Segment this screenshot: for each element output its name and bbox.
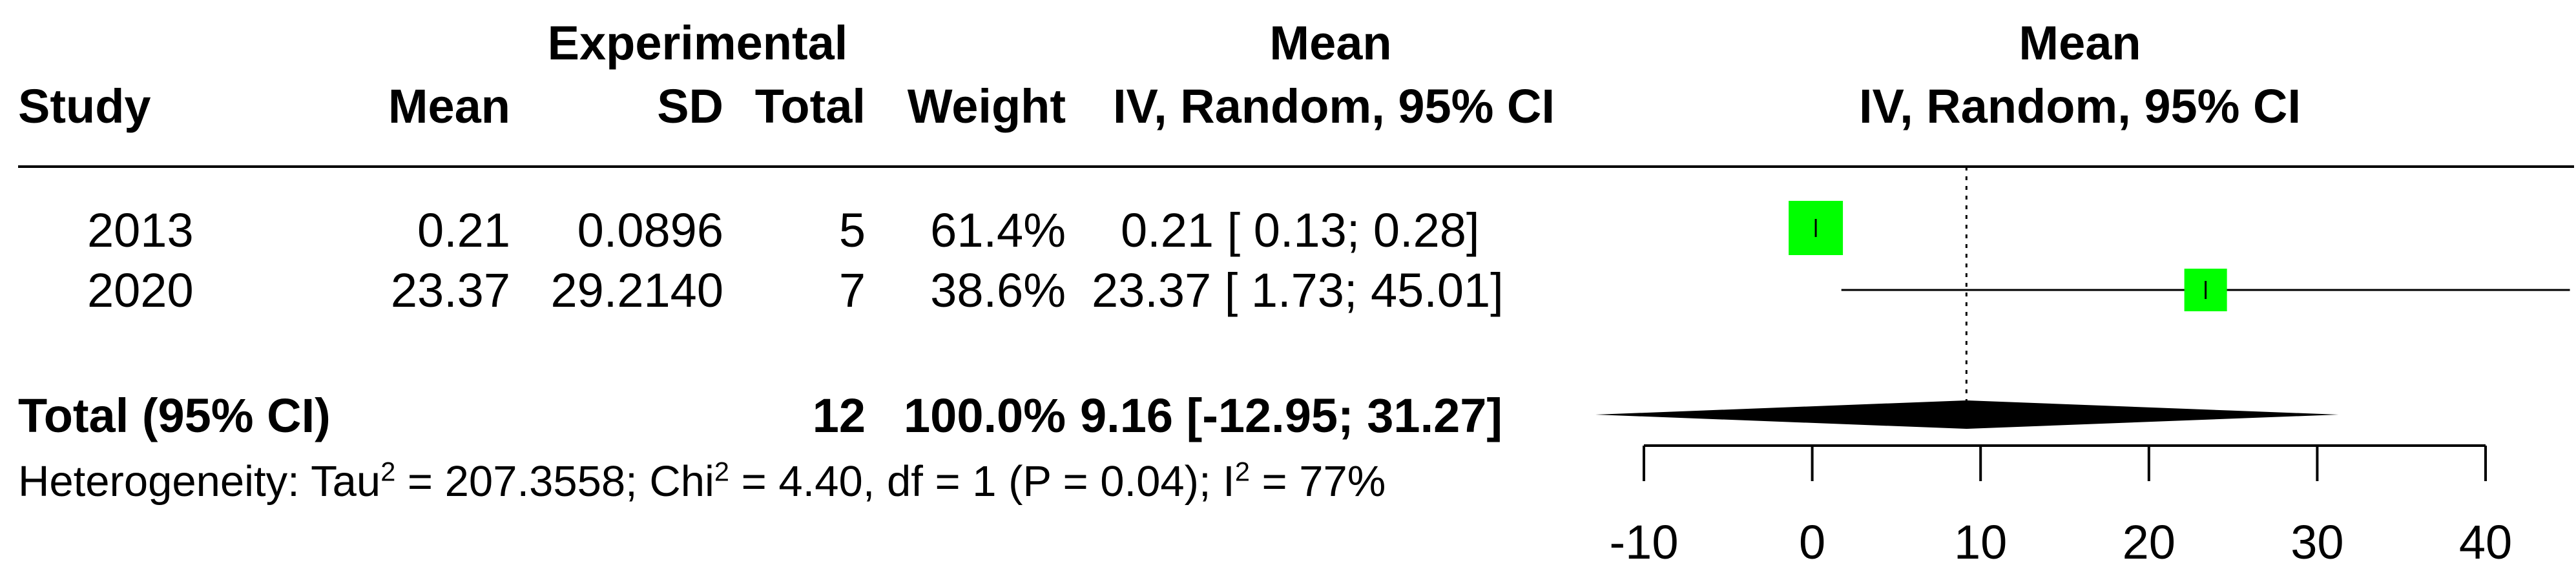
header-mean: Mean [388, 79, 510, 133]
header-experimental: Experimental [547, 16, 848, 70]
heterogeneity-text: Heterogeneity: Tau2 = 207.3558; Chi2 = 4… [18, 456, 1386, 506]
header-plot-top: Mean [2019, 16, 2141, 70]
x-tick-label: 30 [2290, 515, 2343, 569]
study-sd: 29.2140 [550, 263, 724, 317]
x-tick-label: 40 [2459, 515, 2512, 569]
overall-label: Total (95% CI) [18, 389, 331, 442]
header-effect-bottom: IV, Random, 95% CI [1112, 79, 1555, 133]
overall-total: 12 [812, 389, 866, 442]
x-tick-label: 20 [2123, 515, 2176, 569]
study-weight: 61.4% [930, 203, 1066, 257]
header-plot-bottom: IV, Random, 95% CI [1858, 79, 2301, 133]
study-total: 7 [838, 263, 866, 317]
header-sd: SD [657, 79, 723, 133]
study-weight: 38.6% [930, 263, 1066, 317]
study-sd: 0.0896 [577, 203, 723, 257]
study-mean: 0.21 [417, 203, 510, 257]
study-mean: 23.37 [390, 263, 510, 317]
header-total: Total [754, 79, 866, 133]
header-effect-top: Mean [1269, 16, 1392, 70]
study-ci: 0.21 [ 0.13; 0.28] [1121, 203, 1480, 257]
pooled-diamond [1595, 400, 2339, 429]
study-name: 2020 [87, 263, 194, 317]
x-tick-label: 10 [1954, 515, 2007, 569]
header-weight: Weight [907, 79, 1066, 133]
x-tick-label: 0 [1799, 515, 1825, 569]
study-name: 2013 [87, 203, 194, 257]
study-total: 5 [838, 203, 866, 257]
overall-weight: 100.0% [904, 389, 1066, 442]
overall-ci: 9.16 [-12.95; 31.27] [1080, 389, 1503, 442]
study-ci: 23.37 [ 1.73; 45.01] [1092, 263, 1504, 317]
x-tick-label: -10 [1610, 515, 1679, 569]
header-study: Study [18, 79, 151, 133]
